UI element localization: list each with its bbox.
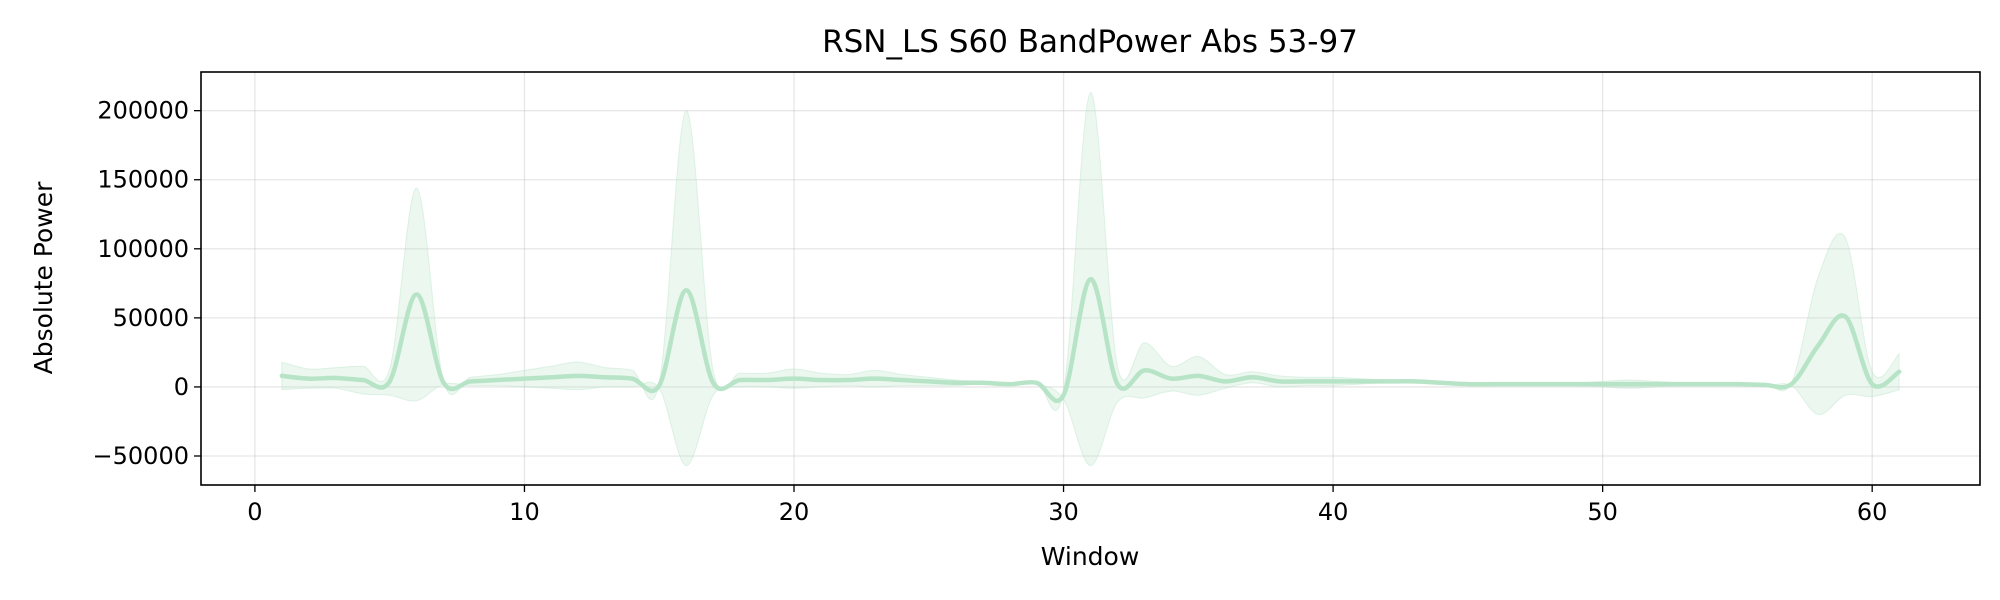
series-line [279, 276, 1902, 404]
mean-line [279, 276, 1902, 404]
y-axis-label: Absolute Power [29, 181, 58, 375]
y-tick-label: 0 [174, 373, 189, 401]
y-tick-label: 50000 [113, 304, 189, 332]
y-tick-label: −50000 [93, 442, 189, 470]
chart-title: RSN_LS S60 BandPower Abs 53-97 [822, 24, 1358, 60]
x-axis-label: Window [1041, 542, 1140, 571]
y-tick-label: 100000 [97, 235, 189, 263]
grid-lines [201, 72, 1980, 485]
x-tick-label: 10 [509, 498, 540, 526]
x-tick-label: 0 [247, 498, 262, 526]
y-tick-label: 200000 [97, 97, 189, 125]
x-tick-label: 60 [1857, 498, 1888, 526]
x-axis: 0 10 20 30 40 50 60 [247, 485, 1887, 526]
x-tick-label: 30 [1048, 498, 1079, 526]
y-tick-label: 150000 [97, 166, 189, 194]
y-axis: −50000 0 50000 100000 150000 200000 [93, 97, 201, 470]
x-tick-label: 40 [1318, 498, 1349, 526]
plot-frame [200, 71, 1981, 486]
x-tick-label: 20 [779, 498, 810, 526]
x-tick-label: 50 [1587, 498, 1618, 526]
